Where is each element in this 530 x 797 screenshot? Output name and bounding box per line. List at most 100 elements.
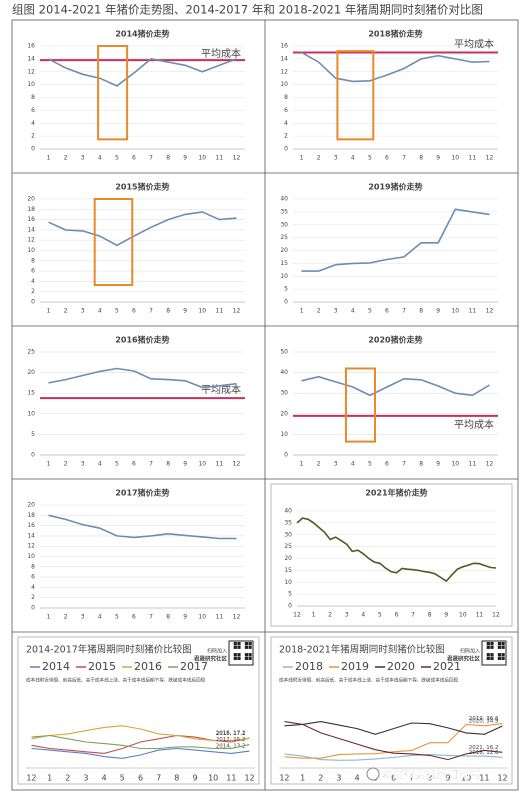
series-line	[31, 725, 250, 741]
highlight-box	[93, 198, 134, 287]
y-tick-label: 35	[284, 519, 292, 526]
badge-line: 扫码加入	[207, 648, 227, 655]
x-tick-label: 11	[469, 308, 477, 315]
x-tick-label: 2	[64, 155, 68, 162]
x-tick-label: 5	[115, 308, 119, 315]
x-tick-label: 2	[318, 774, 323, 783]
x-tick-label: 4	[98, 308, 102, 315]
chart-title: 2014猪价走势	[115, 29, 169, 39]
chart-frame	[270, 636, 513, 785]
y-tick-label: 10	[27, 81, 35, 88]
x-tick-label: 4	[98, 614, 102, 621]
x-tick-label: 7	[156, 774, 161, 783]
legend-label: 2015	[88, 660, 116, 673]
x-tick-label: 4	[355, 774, 360, 783]
x-tick-label: 8	[419, 308, 423, 315]
qr-cell	[244, 656, 248, 660]
y-tick-label: 8	[31, 257, 35, 264]
y-tick-label: 12	[27, 68, 35, 75]
x-tick-label: 9	[436, 461, 440, 468]
y-tick-label: 0	[288, 603, 292, 610]
x-tick-label: 1	[47, 461, 51, 468]
y-tick-label: 2	[284, 133, 288, 140]
badge-line: 扫码加入	[460, 648, 480, 655]
average-label: 平均成本	[201, 47, 241, 60]
qr-cell	[501, 645, 505, 649]
x-tick-label: 2	[64, 308, 68, 315]
qr-cell	[248, 653, 252, 657]
chart-title: 2017猪价走势	[115, 488, 169, 498]
x-tick-label: 12	[244, 774, 254, 783]
qr-cell	[244, 642, 248, 646]
legend-label: 2016	[134, 660, 162, 673]
qr-cell	[501, 656, 505, 660]
x-tick-label: 12	[26, 774, 36, 783]
qr-cell	[237, 653, 241, 657]
y-tick-label: 8	[284, 94, 288, 101]
x-tick-label: 7	[149, 461, 153, 468]
watermark: 君晟研究社区订阅号	[382, 767, 481, 781]
price-line	[48, 211, 237, 247]
x-tick-label: 3	[81, 614, 85, 621]
x-tick-label: 2	[65, 774, 70, 783]
y-tick-label: 25	[280, 234, 288, 241]
legend-label: 2018	[295, 660, 323, 673]
y-tick-label: 14	[27, 532, 35, 539]
y-tick-label: 16	[280, 43, 288, 50]
x-tick-label: 12	[486, 461, 494, 468]
x-tick-label: 6	[385, 461, 389, 468]
x-tick-label: 3	[334, 461, 338, 468]
qr-cell	[501, 653, 505, 657]
x-tick-label: 12	[279, 774, 289, 783]
x-tick-label: 6	[138, 774, 143, 783]
y-tick-label: 2	[31, 288, 35, 295]
y-tick-label: 0	[284, 299, 288, 306]
y-tick-label: 20	[27, 502, 35, 509]
end-label: 2020, 34.9	[469, 718, 499, 724]
x-tick-label: 7	[409, 774, 414, 783]
x-tick-label: 11	[469, 461, 477, 468]
qr-cell	[490, 642, 494, 646]
y-tick-label: 0	[31, 605, 35, 612]
y-tick-label: 16	[27, 522, 35, 529]
x-tick-label: 6	[132, 155, 136, 162]
chart-title: 2021年猪价走势	[365, 488, 427, 498]
end-label: 2016, 17.1	[216, 731, 246, 737]
y-tick-label: 25	[284, 543, 292, 550]
y-tick-label: 14	[27, 55, 35, 62]
x-tick-label: 12	[233, 461, 241, 468]
x-tick-label: 5	[368, 308, 372, 315]
x-tick-label: 6	[385, 308, 389, 315]
average-label: 平均成本	[454, 37, 494, 50]
y-tick-label: 15	[284, 567, 292, 574]
qr-cell	[490, 656, 494, 660]
x-tick-label: 8	[419, 461, 423, 468]
x-tick-label: 8	[174, 774, 179, 783]
x-tick-label: 8	[166, 308, 170, 315]
x-tick-label: 10	[198, 308, 206, 315]
x-tick-label: 2	[317, 461, 321, 468]
x-tick-label: 11	[216, 308, 224, 315]
x-tick-label: 1	[312, 612, 316, 619]
x-tick-label: 1	[300, 308, 304, 315]
x-tick-label: 5	[115, 461, 119, 468]
x-tick-label: 11	[216, 614, 224, 621]
price-line	[301, 51, 490, 83]
x-tick-label: 3	[81, 461, 85, 468]
x-tick-label: 5	[378, 612, 382, 619]
x-tick-label: 9	[445, 774, 450, 783]
x-tick-label: 3	[334, 155, 338, 162]
y-tick-label: 5	[284, 286, 288, 293]
table-grid	[11, 19, 519, 791]
price-line	[48, 514, 237, 540]
x-tick-label: 4	[102, 774, 107, 783]
x-tick-label: 8	[166, 155, 170, 162]
series-line	[284, 753, 503, 761]
x-tick-label: 5	[120, 774, 125, 783]
qr-cell	[486, 656, 490, 660]
y-tick-label: 4	[284, 120, 288, 127]
chart-frame	[270, 483, 513, 627]
x-tick-label: 4	[351, 308, 355, 315]
qr-cell	[497, 656, 501, 660]
